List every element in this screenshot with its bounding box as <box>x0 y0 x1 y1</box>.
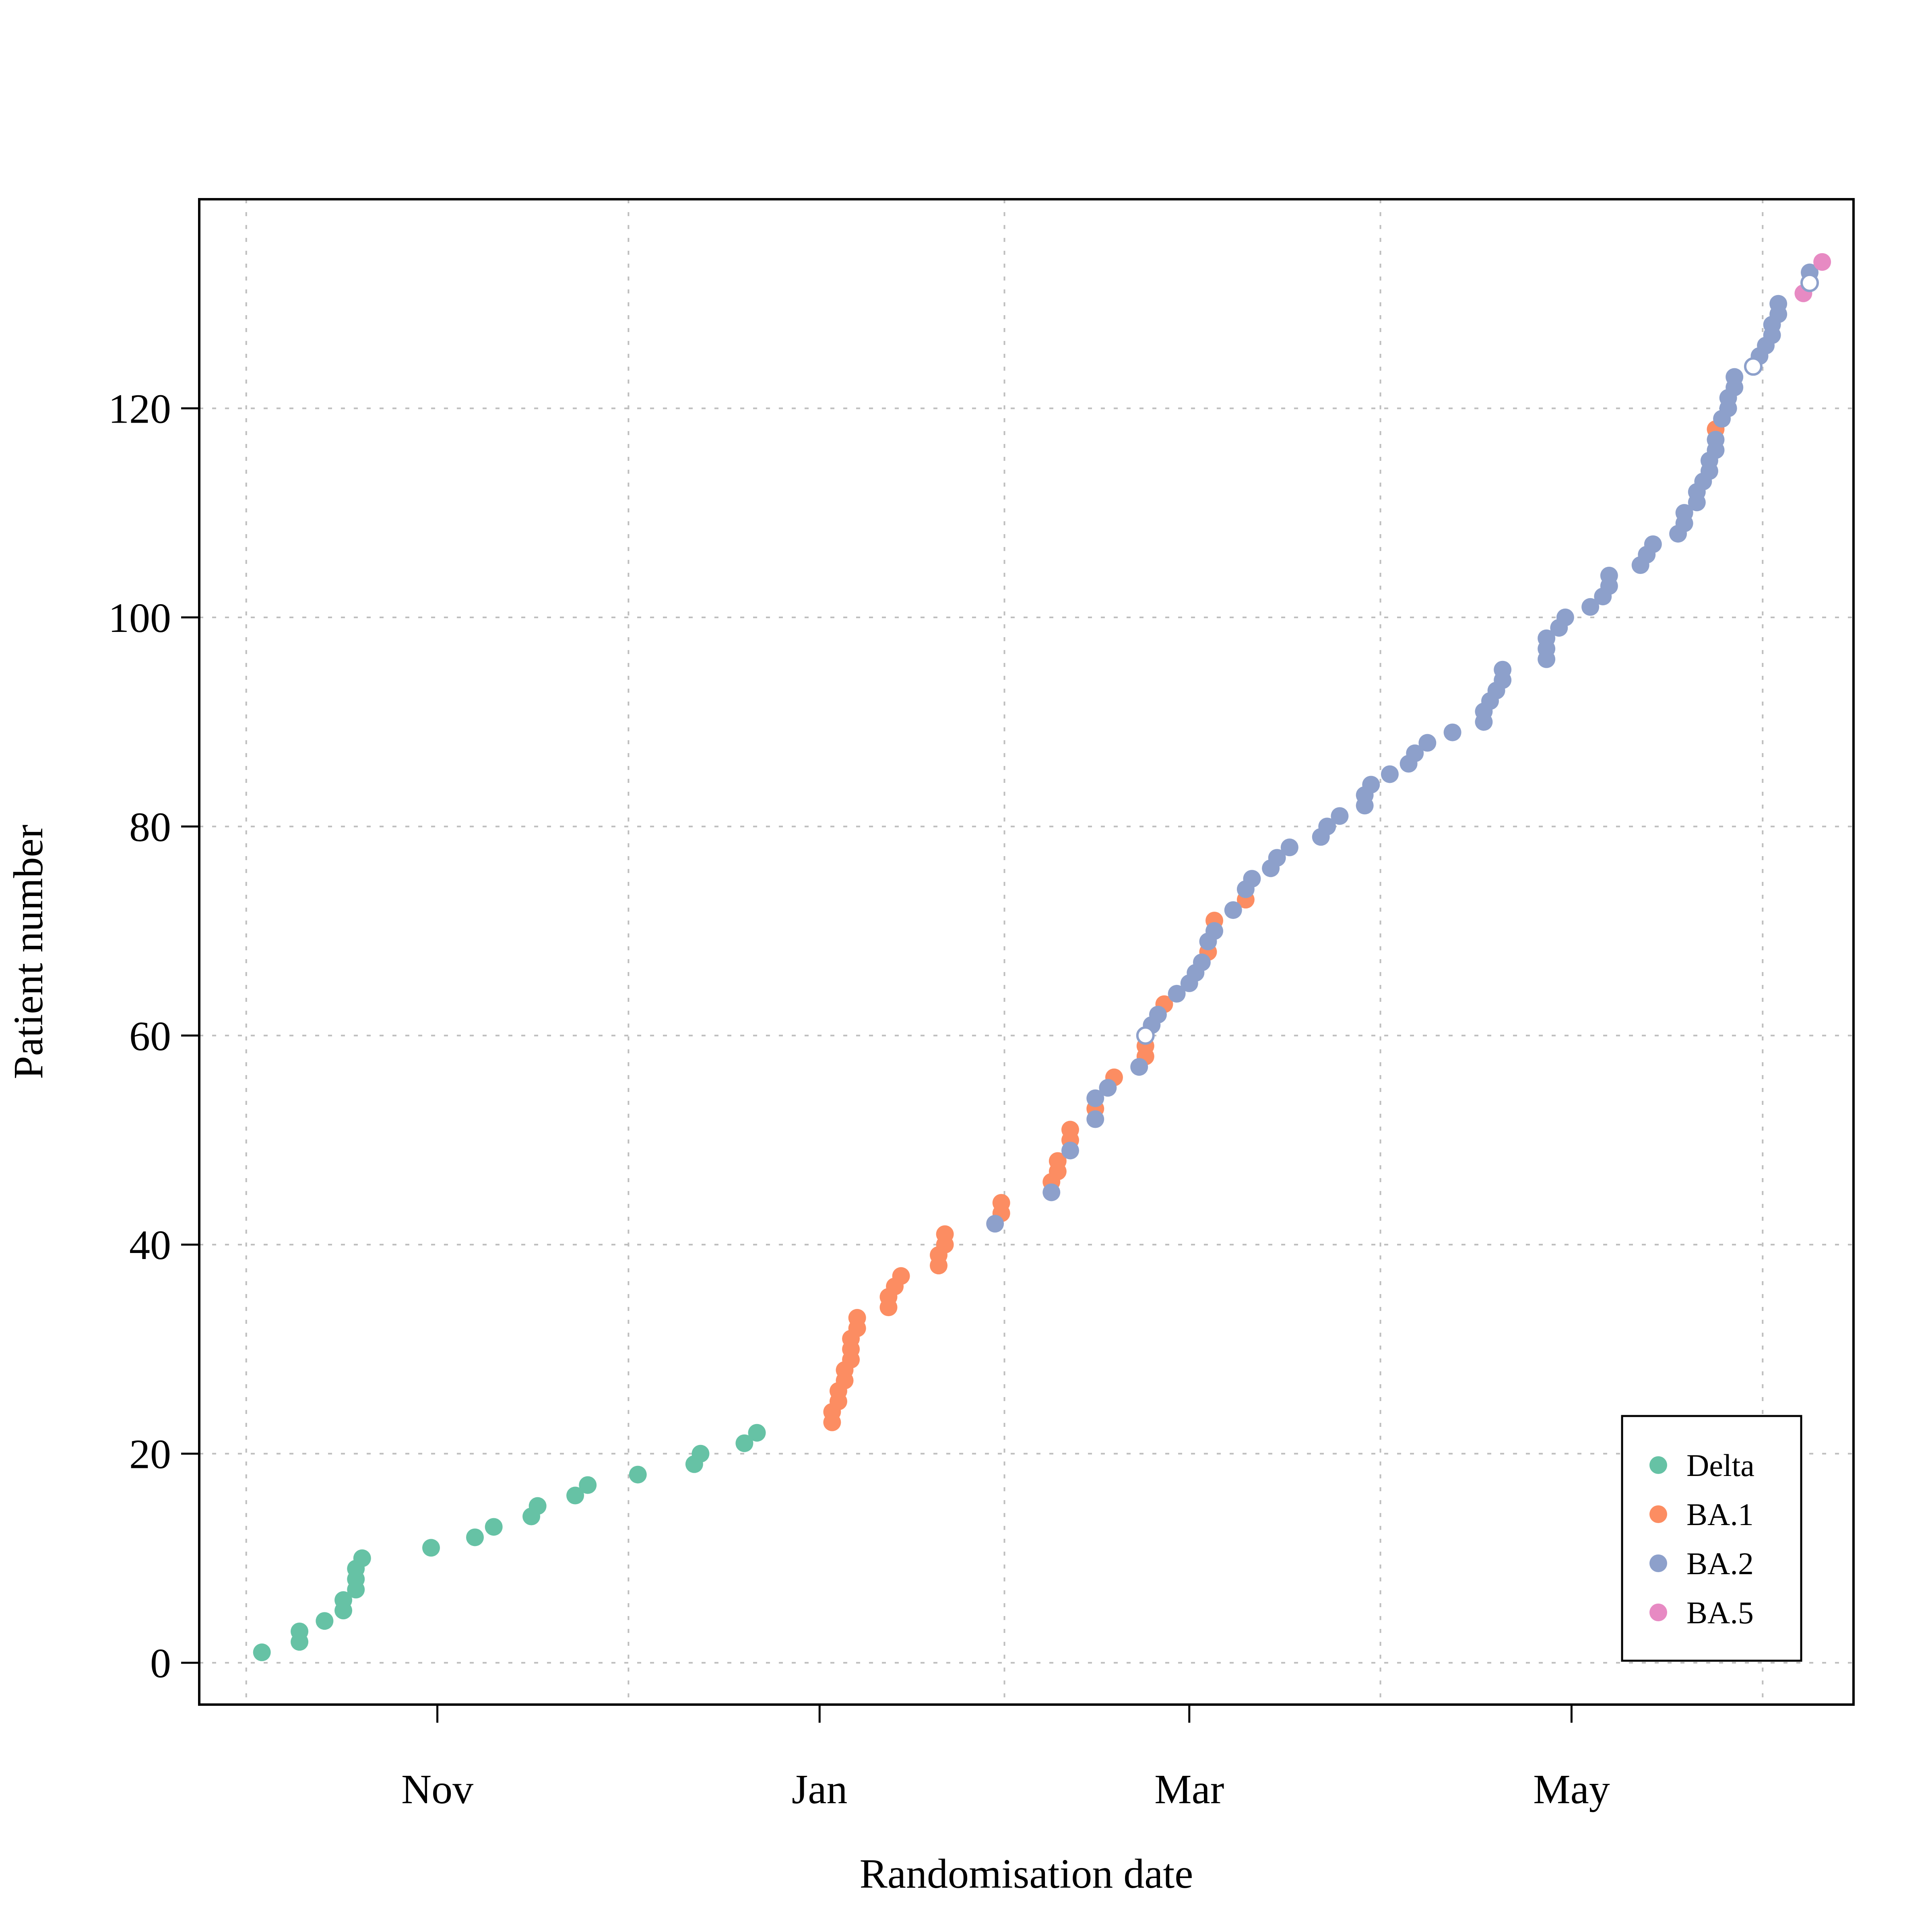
data-point-ba2 <box>1707 431 1725 449</box>
data-point-delta <box>485 1518 503 1536</box>
data-point-ba2 <box>1418 734 1437 752</box>
data-point-delta <box>735 1434 753 1452</box>
data-point-ba2 <box>1130 1058 1148 1076</box>
data-point-ba2 <box>1675 504 1693 522</box>
data-point-delta <box>691 1445 710 1463</box>
data-point-ba2 <box>1581 598 1600 616</box>
legend-box <box>1621 1415 1802 1662</box>
data-point-ba2 <box>1381 765 1399 783</box>
x-tick-label: Nov <box>401 1766 473 1812</box>
grid-lines <box>199 199 1854 1705</box>
data-point-ba1 <box>848 1309 866 1327</box>
data-point-ba1 <box>1049 1152 1067 1170</box>
data-point-ba2 <box>1224 901 1242 919</box>
data-point-ba1 <box>1061 1121 1079 1139</box>
data-point-delta <box>528 1497 547 1515</box>
data-point-ba2 <box>1318 817 1336 836</box>
y-tick-label: 100 <box>108 595 171 641</box>
data-point-unsequenced <box>1136 1026 1155 1045</box>
data-point-ba2 <box>1538 629 1556 647</box>
data-point-ba2 <box>1086 1110 1104 1128</box>
data-point-unsequenced <box>1744 357 1763 376</box>
data-point-unsequenced <box>1800 273 1819 292</box>
legend-label-ba5: BA.5 <box>1686 1595 1754 1630</box>
y-axis-title: Patient number <box>5 825 52 1080</box>
data-point-ba2 <box>1494 661 1512 679</box>
legend-marker-ba5 <box>1649 1604 1667 1621</box>
data-point-ba2 <box>1362 776 1380 794</box>
data-point-ba1 <box>992 1194 1010 1212</box>
data-point-ba2 <box>1042 1183 1061 1201</box>
data-point-ba2 <box>1280 838 1298 857</box>
data-point-delta <box>466 1528 484 1546</box>
data-point-delta <box>353 1549 371 1567</box>
data-point-ba2 <box>1726 368 1744 386</box>
legend-marker-ba2 <box>1649 1554 1667 1572</box>
data-point-delta <box>579 1476 597 1494</box>
data-point-ba2 <box>1644 535 1662 553</box>
data-point-ba5 <box>1813 253 1831 271</box>
y-tick-label: 20 <box>129 1431 171 1478</box>
data-point-delta <box>253 1643 271 1662</box>
data-point-ba2 <box>1556 608 1574 626</box>
data-point-ba2 <box>1268 849 1286 867</box>
data-point-delta <box>422 1539 440 1557</box>
data-point-ba1 <box>936 1225 954 1243</box>
data-point-ba2 <box>1769 295 1788 313</box>
data-point-ba2 <box>1149 1005 1167 1024</box>
y-tick-label: 80 <box>129 804 171 850</box>
data-point-delta <box>629 1466 647 1484</box>
data-point-ba2 <box>1443 723 1461 741</box>
legend: Delta BA.1 BA.2 BA.5 <box>1621 1415 1802 1662</box>
plot-frame <box>198 198 1855 1706</box>
y-tick-label: 120 <box>108 386 171 432</box>
data-point-ba2 <box>1061 1141 1079 1160</box>
legend-marker-delta <box>1649 1456 1667 1474</box>
data-point-ba2 <box>986 1215 1004 1233</box>
x-tick-label: May <box>1533 1766 1610 1812</box>
legend-label-delta: Delta <box>1686 1448 1754 1483</box>
data-point-ba2 <box>1243 870 1261 888</box>
data-point-delta <box>334 1591 353 1609</box>
x-tick-label: Mar <box>1154 1766 1224 1812</box>
y-tick-label: 0 <box>150 1640 171 1686</box>
data-point-ba2 <box>1600 567 1618 584</box>
data-point-delta <box>316 1612 334 1630</box>
data-point-ba2 <box>1331 807 1349 825</box>
data-point-delta <box>566 1486 584 1505</box>
data-point-ba2 <box>1406 744 1424 762</box>
legend-label-ba2: BA.2 <box>1686 1546 1754 1581</box>
data-point-ba1 <box>892 1267 910 1285</box>
data-point-ba2 <box>1168 985 1186 1003</box>
y-tick-label: 40 <box>129 1222 171 1268</box>
data-point-ba2 <box>1193 953 1211 971</box>
data-point-delta <box>291 1622 309 1641</box>
legend-label-ba1: BA.1 <box>1686 1497 1754 1532</box>
data-point-delta <box>748 1424 766 1442</box>
data-points <box>253 253 1831 1662</box>
x-tick-label: Jan <box>792 1766 848 1812</box>
y-tick-label: 60 <box>129 1013 171 1059</box>
legend-marker-ba1 <box>1649 1505 1667 1523</box>
data-point-ba2 <box>1205 922 1224 940</box>
axes: 0 20 40 60 80 100 120 Nov Jan Mar May <box>108 386 1610 1812</box>
data-point-ba2 <box>1086 1089 1104 1107</box>
data-point-ba2 <box>1099 1079 1117 1097</box>
x-axis-title: Randomisation date <box>860 1851 1193 1897</box>
